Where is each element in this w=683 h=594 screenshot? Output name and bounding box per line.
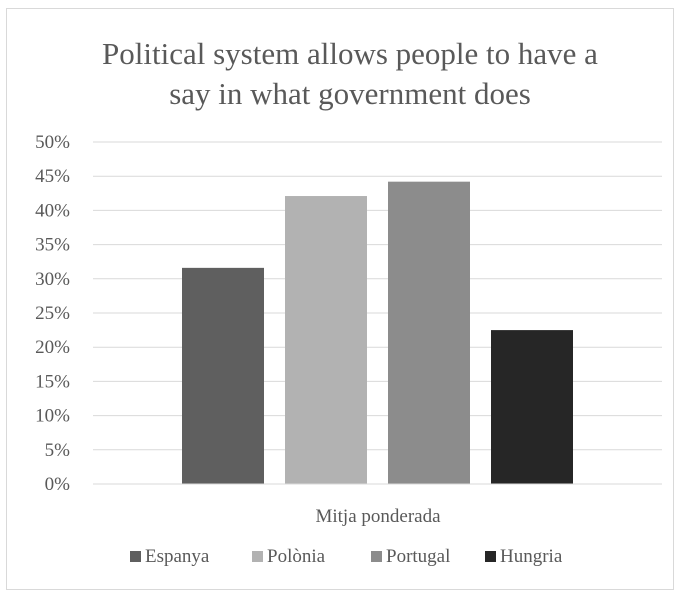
category-label: Mitja ponderada [315, 506, 441, 527]
legend-label-portugal: Portugal [386, 546, 450, 567]
bars [182, 181, 573, 484]
bar-polònia [285, 196, 367, 484]
legend: Espanya Polònia Portugal Hungria [130, 546, 563, 567]
bar-hungria [491, 330, 573, 484]
chart-title-line-2: say in what government does [169, 76, 531, 111]
bar-espanya [182, 267, 264, 484]
legend-label-polònia: Polònia [267, 546, 326, 567]
y-tick-label: 20% [35, 337, 70, 358]
y-tick-label: 0% [45, 474, 71, 495]
legend-label-espanya: Espanya [145, 546, 210, 567]
y-tick-label: 5% [45, 440, 71, 461]
legend-swatch-polònia [252, 551, 263, 562]
legend-swatch-espanya [130, 551, 141, 562]
y-axis-ticks: 0% 5% 10% 15% 20% 25% 30% 35% 40% 45% 50% [35, 132, 70, 495]
bar-portugal [388, 181, 470, 484]
legend-swatch-hungria [485, 551, 496, 562]
gridlines [93, 141, 662, 451]
y-tick-label: 15% [35, 371, 70, 392]
y-tick-label: 30% [35, 269, 70, 290]
y-tick-label: 45% [35, 166, 70, 187]
y-tick-label: 35% [35, 235, 70, 256]
y-tick-label: 10% [35, 406, 70, 427]
y-tick-label: 25% [35, 303, 70, 324]
y-tick-label: 50% [35, 132, 70, 153]
legend-label-hungria: Hungria [500, 546, 563, 567]
y-tick-label: 40% [35, 200, 70, 221]
legend-swatch-portugal [371, 551, 382, 562]
chart-title-line-1: Political system allows people to have a [102, 36, 598, 71]
